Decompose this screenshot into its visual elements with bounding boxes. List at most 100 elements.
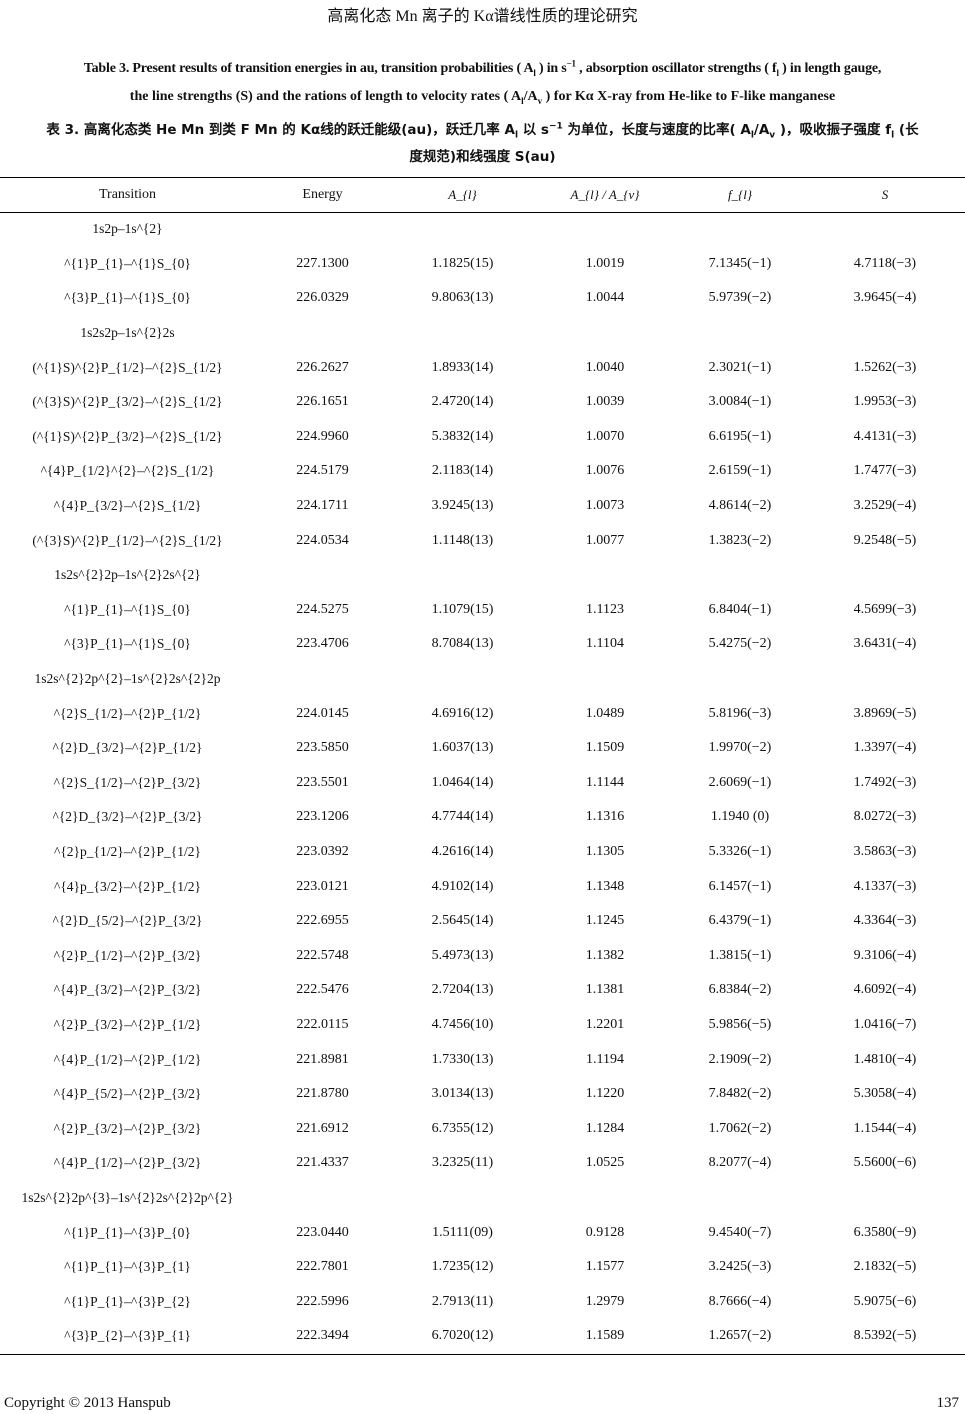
cell-transition: ^{1}P_{1}–^{1}S_{0}	[64, 601, 191, 617]
cell-transition: ^{2}D_{3/2}–^{2}P_{1/2}	[52, 740, 203, 756]
cell-transition: (^{1}S)^{2}P_{1/2}–^{2}S_{1/2}	[32, 359, 223, 375]
cell-empty	[675, 1181, 805, 1216]
table-row: ^{4}P_{1/2}–^{2}P_{1/2} 221.8981 1.7330(13…	[0, 1042, 965, 1077]
cell-line-strength: 1.7477(−3)	[853, 463, 917, 479]
cell-f-length: 8.2077(−4)	[708, 1155, 772, 1171]
table-row: ^{2}P_{3/2}–^{2}P_{3/2} 221.6912 6.7355(12…	[0, 1111, 965, 1146]
cell-transition: ^{1}P_{1}–^{3}P_{0}	[64, 1224, 191, 1240]
cell-energy: 223.0392	[296, 843, 349, 859]
cell-empty	[390, 1181, 535, 1216]
cell-empty	[675, 558, 805, 593]
table-group-row: 1s2s^{2}2p^{3}–1s^{2}2s^{2}2p^{2}	[0, 1181, 965, 1216]
cell-f-length: 5.4275(−2)	[708, 636, 772, 652]
cell-empty	[255, 662, 390, 697]
table-bottom-rule	[0, 1354, 965, 1355]
table-row: (^{1}S)^{2}P_{3/2}–^{2}S_{1/2} 224.9960 5.…	[0, 420, 965, 455]
cell-transition: 1s2p–1s^{2}	[92, 221, 163, 237]
cell-f-length: 9.4540(−7)	[708, 1224, 772, 1240]
cell-f-length: 3.0084(−1)	[708, 394, 772, 410]
cell-transition: ^{2}S_{1/2}–^{2}P_{3/2}	[53, 774, 202, 790]
cell-line-strength: 3.8969(−5)	[853, 705, 917, 721]
caption-en-line2: the line strengths (S) and the rations o…	[129, 89, 836, 106]
cell-transition: ^{4}p_{3/2}–^{2}P_{1/2}	[53, 878, 202, 894]
cell-a-length: 4.6916(12)	[431, 705, 494, 721]
table-row: ^{4}P_{5/2}–^{2}P_{3/2} 221.8780 3.0134(13…	[0, 1077, 965, 1112]
caption-zh-line2: 度规范)和线强度 S(au)	[409, 149, 556, 165]
cell-f-length: 6.6195(−1)	[708, 428, 772, 444]
cell-empty	[255, 1181, 390, 1216]
cell-f-length: 2.6069(−1)	[708, 774, 772, 790]
cell-ratio: 1.0039	[585, 394, 625, 410]
cell-line-strength: 1.1544(−4)	[853, 1120, 917, 1136]
cell-transition: ^{4}P_{1/2}^{2}–^{2}S_{1/2}	[40, 463, 215, 479]
cell-a-length: 4.7456(10)	[431, 1016, 494, 1032]
cell-empty	[255, 558, 390, 593]
cell-f-length: 6.1457(−1)	[708, 878, 772, 894]
cell-energy: 222.5476	[296, 982, 349, 998]
cell-energy: 222.0115	[296, 1016, 349, 1032]
cell-f-length: 5.3326(−1)	[708, 843, 772, 859]
table-row: ^{2}D_{5/2}–^{2}P_{3/2} 222.6955 2.5645(14…	[0, 904, 965, 939]
cell-energy: 224.9960	[296, 428, 349, 444]
cell-line-strength: 8.0272(−3)	[853, 809, 917, 825]
copyright: Copyright © 2013 Hanspub	[4, 1395, 171, 1411]
table-row: ^{2}P_{3/2}–^{2}P_{1/2} 222.0115 4.7456(10…	[0, 1008, 965, 1043]
cell-a-length: 1.8933(14)	[431, 359, 494, 375]
cell-a-length: 1.7330(13)	[431, 1051, 494, 1067]
table-row: (^{3}S)^{2}P_{3/2}–^{2}S_{1/2} 226.1651 2.…	[0, 385, 965, 420]
cell-ratio: 1.1220	[585, 1086, 625, 1102]
cell-f-length: 2.6159(−1)	[708, 463, 772, 479]
cell-f-length: 1.1940 (0)	[710, 809, 770, 825]
cell-transition: (^{3}S)^{2}P_{1/2}–^{2}S_{1/2}	[32, 532, 223, 548]
cell-empty	[805, 1181, 965, 1216]
table-row: ^{4}P_{3/2}–^{2}S_{1/2} 224.1711 3.9245(13…	[0, 489, 965, 524]
table-row: ^{1}P_{1}–^{3}P_{2} 222.5996 2.7913(11) 1.2…	[0, 1284, 965, 1319]
cell-f-length: 1.2657(−2)	[708, 1328, 772, 1344]
cell-line-strength: 4.4131(−3)	[853, 428, 917, 444]
cell-energy: 222.3494	[296, 1328, 349, 1344]
cell-energy: 222.6955	[296, 913, 349, 929]
cell-ratio: 1.0040	[585, 359, 625, 375]
cell-empty	[255, 316, 390, 351]
table-body: 1s2p–1s^{2} ^{1}P_{1}–^{1}S_{0} 227.1300 1.…	[0, 212, 965, 1354]
cell-a-length: 1.6037(13)	[431, 740, 494, 756]
table-row: ^{1}P_{1}–^{1}S_{0} 227.1300 1.1825(15) 1.0…	[0, 247, 965, 282]
table-top-rule	[0, 177, 965, 178]
cell-empty	[675, 316, 805, 351]
cell-transition: 1s2s^{2}2p–1s^{2}2s^{2}	[54, 567, 201, 583]
cell-ratio: 1.1577	[585, 1259, 625, 1275]
cell-transition: ^{4}P_{1/2}–^{2}P_{1/2}	[53, 1051, 202, 1067]
cell-energy: 224.5275	[296, 601, 349, 617]
cell-line-strength: 4.5699(−3)	[853, 601, 917, 617]
cell-energy: 221.4337	[296, 1155, 349, 1171]
cell-ratio: 1.0044	[585, 290, 625, 306]
table-row: ^{2}p_{1/2}–^{2}P_{1/2} 223.0392 4.2616(14…	[0, 835, 965, 870]
table-row: ^{3}P_{1}–^{1}S_{0} 223.4706 8.7084(13) 1.1…	[0, 627, 965, 662]
cell-energy: 226.1651	[296, 394, 349, 410]
cell-line-strength: 4.7118(−3)	[853, 255, 917, 271]
cell-ratio: 1.0076	[585, 463, 625, 479]
table-header-rule	[0, 212, 965, 213]
table-row: ^{4}p_{3/2}–^{2}P_{1/2} 223.0121 4.9102(14…	[0, 869, 965, 904]
cell-a-length: 4.7744(14)	[431, 809, 494, 825]
cell-energy: 223.5501	[296, 774, 349, 790]
cell-a-length: 6.7355(12)	[431, 1120, 494, 1136]
cell-f-length: 1.3815(−1)	[708, 947, 772, 963]
cell-transition: 1s2s^{2}2p^{2}–1s^{2}2s^{2}2p	[34, 671, 221, 687]
cell-f-length: 1.7062(−2)	[708, 1120, 772, 1136]
cell-ratio: 1.1123	[586, 601, 624, 617]
cell-f-length: 5.9739(−2)	[708, 290, 772, 306]
table-row: ^{1}P_{1}–^{1}S_{0} 224.5275 1.1079(15) 1.1…	[0, 593, 965, 628]
header-ratio: A_{l} / A_{v}	[570, 187, 640, 202]
cell-energy: 224.0534	[296, 532, 349, 548]
cell-line-strength: 9.3106(−4)	[853, 947, 917, 963]
cell-ratio: 1.1284	[585, 1120, 625, 1136]
table-header-row: Transition Energy A_{l} A_{l} / A_{v} f_…	[0, 178, 965, 212]
cell-ratio: 1.1589	[585, 1328, 625, 1344]
table-row: ^{1}P_{1}–^{3}P_{0} 223.0440 1.5111(09) 0.9…	[0, 1215, 965, 1250]
page-number: 137	[936, 1395, 960, 1411]
cell-line-strength: 4.1337(−3)	[853, 878, 917, 894]
cell-a-length: 5.3832(14)	[431, 428, 494, 444]
table-row: ^{4}P_{1/2}–^{2}P_{3/2} 221.4337 3.2325(11…	[0, 1146, 965, 1181]
cell-f-length: 7.1345(−1)	[708, 255, 772, 271]
